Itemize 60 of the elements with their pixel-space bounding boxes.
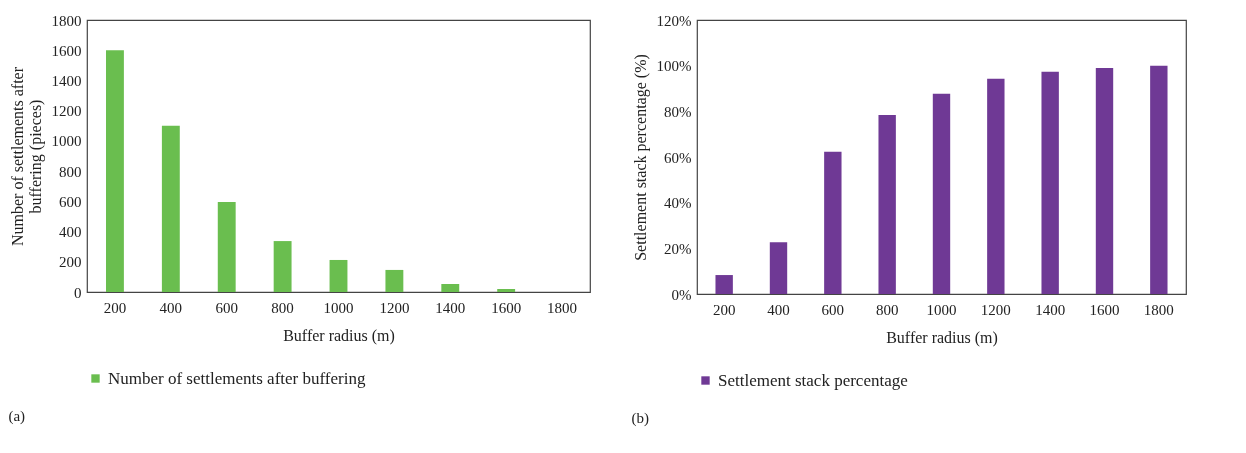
x-tick-label: 1400 [1035, 301, 1066, 318]
bar [715, 275, 733, 294]
y-tick-label: 40% [664, 195, 692, 212]
y-tick-label: 1800 [51, 12, 82, 29]
x-tick-label: 1200 [379, 299, 410, 316]
legend-label: Settlement stack percentage [718, 370, 908, 390]
y-tick-label: 0 [74, 284, 82, 301]
x-tick-label: 1800 [1143, 301, 1174, 318]
y-tick-label: 400 [59, 224, 82, 241]
bar [329, 259, 348, 292]
x-tick-label: 200 [103, 299, 127, 316]
y-tick-label: 20% [664, 240, 692, 257]
x-tick-label: 1000 [323, 299, 354, 316]
y-tick-label: 600 [59, 193, 82, 210]
bar [106, 50, 124, 292]
x-tick-label: 800 [271, 299, 294, 316]
x-tick-label: 400 [159, 299, 183, 316]
x-tick-label: 1800 [547, 299, 578, 316]
bar [273, 241, 292, 292]
text: (b) [631, 410, 649, 427]
bar [441, 283, 460, 292]
x-tick-label: 1600 [491, 299, 522, 316]
bar [1150, 65, 1168, 294]
y-axis-title: Number of settlements after buffering (pieces) [8, 66, 45, 247]
bar [497, 288, 516, 292]
text: (a) [8, 408, 26, 425]
y-tick-label: 100% [656, 58, 692, 75]
bar [161, 125, 180, 292]
x-tick-label: 1200 [980, 301, 1011, 318]
legend-label: Number of settlements after buffering [108, 368, 366, 388]
bar [769, 242, 788, 294]
x-axis-title: Buffer radius (m) [283, 326, 395, 345]
y-axis-title: Settlement stack percentage (%) [631, 54, 650, 261]
y-tick-label: 120% [656, 12, 692, 29]
y-tick-label: 1600 [51, 42, 82, 59]
x-tick-label: 1600 [1089, 301, 1120, 318]
bar [824, 151, 842, 294]
y-tick-label: 60% [664, 149, 692, 166]
y-tick-label: 80% [664, 103, 692, 120]
y-tick-label: 200 [59, 254, 82, 271]
y-tick-label: 1200 [51, 103, 82, 120]
x-tick-label: 400 [767, 301, 790, 318]
y-tick-label: 0% [671, 286, 692, 303]
bar [1041, 71, 1059, 294]
bar [385, 269, 404, 292]
x-tick-label: 600 [215, 299, 238, 316]
x-axis-title: Buffer radius (m) [886, 328, 998, 347]
bar [878, 114, 896, 294]
x-tick-label: 800 [875, 301, 899, 318]
y-tick-label: 1000 [51, 133, 82, 150]
x-tick-label: 600 [821, 301, 845, 318]
bar [1095, 67, 1114, 294]
bar [217, 202, 236, 292]
x-tick-label: 1000 [926, 301, 957, 318]
y-tick-label: 800 [59, 163, 82, 180]
bar [987, 78, 1005, 294]
x-tick-label: 200 [712, 301, 736, 318]
x-tick-label: 1400 [435, 299, 466, 316]
bar [932, 93, 951, 294]
y-tick-label: 1400 [51, 72, 82, 89]
